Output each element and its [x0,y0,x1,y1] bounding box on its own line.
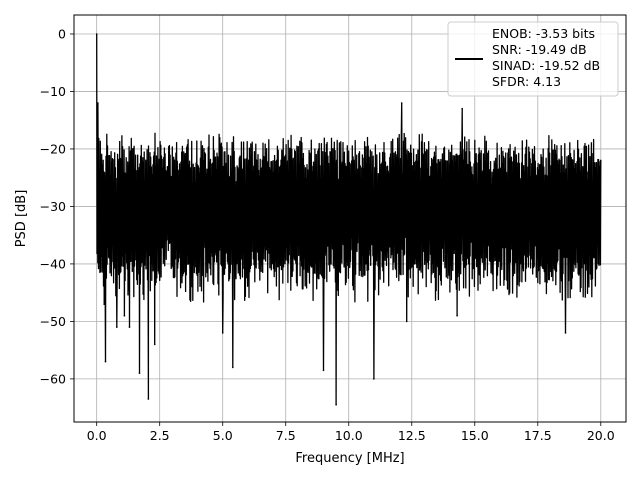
psd-extreme-point [322,369,325,372]
psd-extreme-point [116,326,118,328]
x-tick-label: 7.5 [276,428,296,443]
psd-extreme-point [564,332,567,334]
x-tick-label: 20.0 [587,428,615,443]
psd-extreme-point [103,303,105,306]
y-axis-label: PSD [dB] [14,190,29,248]
legend-label: ENOB: -3.53 bits SNR: -19.49 dB SINAD: -19… [492,26,600,89]
y-tick-label: −60 [40,371,66,386]
psd-extreme-point [405,320,408,323]
psd-extreme-point [221,332,224,334]
x-tick-label: 12.5 [398,428,426,443]
psd-extreme-point [373,378,375,380]
y-tick-label: −30 [40,199,66,214]
psd-extreme-point [138,372,141,374]
x-tick-label: 5.0 [213,428,233,443]
y-tick-label: −40 [40,256,66,271]
y-tick-label: 0 [58,26,66,41]
psd-extreme-point [104,360,107,363]
x-tick-label: 0.0 [87,428,107,443]
psd-extreme-point [97,102,99,104]
y-tick-label: −20 [40,141,66,156]
legend-line: SFDR: 4.13 [492,74,561,89]
y-tick-label: −50 [40,314,66,329]
psd-extreme-point [456,314,458,317]
psd-series-line [96,33,602,406]
x-tick-label: 15.0 [461,428,489,443]
psd-extreme-point [123,314,126,317]
legend-line: SINAD: -19.52 dB [492,58,600,73]
plot-frame [73,14,627,423]
legend-line: ENOB: -3.53 bits [492,26,595,41]
y-tick-label: −10 [40,84,66,99]
psd-extreme-point [461,107,464,110]
psd-extreme-point [400,102,403,104]
x-tick-label: 10.0 [335,428,363,443]
x-tick-label: 2.5 [150,428,170,443]
y-axis-ticks: 0 −10 −20 −30 −40 −50 −60 [40,26,74,386]
psd-extreme-point [153,343,156,346]
data-layer [95,33,602,406]
psd-extreme-point [95,33,98,35]
x-axis-ticks: 0.0 2.5 5.0 7.5 10.0 12.5 15.0 17.5 20.0 [87,422,615,443]
x-tick-label: 17.5 [524,428,552,443]
psd-extreme-point [600,159,602,162]
psd-extreme-point [232,366,234,369]
psd-extreme-point [147,398,150,400]
psd-extreme-point [335,404,337,406]
legend-line: SNR: -19.49 dB [492,42,587,57]
psd-extreme-point [128,326,131,328]
legend-box [447,21,619,97]
legend: ENOB: -3.53 bits SNR: -19.49 dB SINAD: -19… [447,21,619,97]
x-axis-label: Frequency [MHz] [295,451,404,466]
